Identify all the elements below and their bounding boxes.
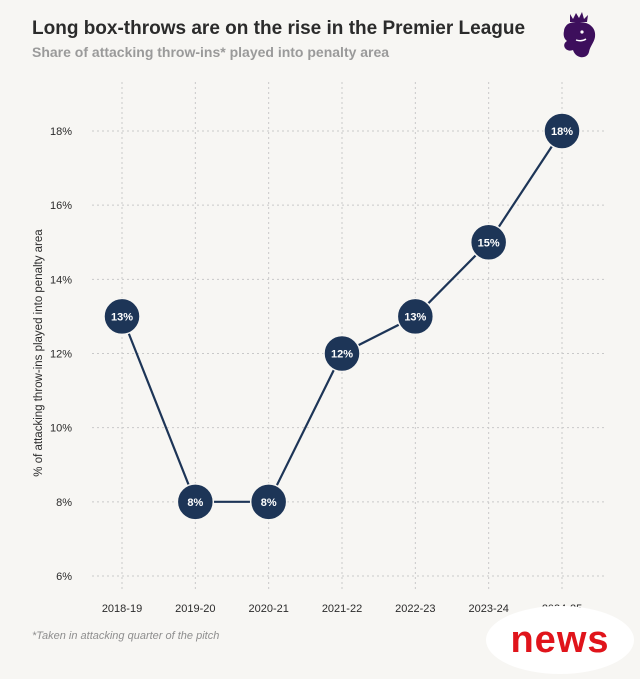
page-title: Long box-throws are on the rise in the P… xyxy=(32,18,526,39)
data-label: 15% xyxy=(478,237,500,249)
data-point xyxy=(469,223,508,261)
x-tick-label: 2020-21 xyxy=(248,603,288,615)
x-tick-label: 2018-19 xyxy=(102,603,142,615)
y-tick-label: 14% xyxy=(50,274,72,286)
data-label: 18% xyxy=(551,126,573,138)
y-tick-label: 8% xyxy=(56,497,72,509)
news-watermark: news xyxy=(486,606,634,674)
y-axis-label: % of attacking throw-ins played into pen… xyxy=(33,229,45,477)
data-point xyxy=(323,334,361,373)
data-point xyxy=(176,483,215,521)
data-label: 13% xyxy=(404,311,426,323)
news-watermark-text: news xyxy=(510,618,610,661)
data-point xyxy=(396,297,435,336)
x-tick-label: 2022-23 xyxy=(395,603,435,615)
y-tick-label: 16% xyxy=(50,200,72,212)
data-label: 8% xyxy=(187,497,203,509)
page-subtitle: Share of attacking throw-ins* played int… xyxy=(32,44,390,60)
y-tick-label: 12% xyxy=(50,349,72,361)
x-tick-label: 2021-22 xyxy=(322,603,362,615)
data-point xyxy=(103,297,141,336)
x-tick-label: 2023-24 xyxy=(468,603,508,615)
data-label: 8% xyxy=(261,497,277,509)
data-label: 13% xyxy=(111,311,133,323)
data-label: 12% xyxy=(331,349,353,361)
y-tick-label: 10% xyxy=(50,423,72,435)
x-tick-label: 2019-20 xyxy=(175,603,215,615)
data-point xyxy=(543,112,581,150)
data-point xyxy=(249,483,288,521)
series-line xyxy=(120,130,563,503)
footnote: *Taken in attacking quarter of the pitch xyxy=(32,630,220,642)
y-tick-label: 18% xyxy=(50,126,72,138)
y-tick-label: 6% xyxy=(56,571,72,583)
premier-league-lion-icon xyxy=(563,12,596,58)
